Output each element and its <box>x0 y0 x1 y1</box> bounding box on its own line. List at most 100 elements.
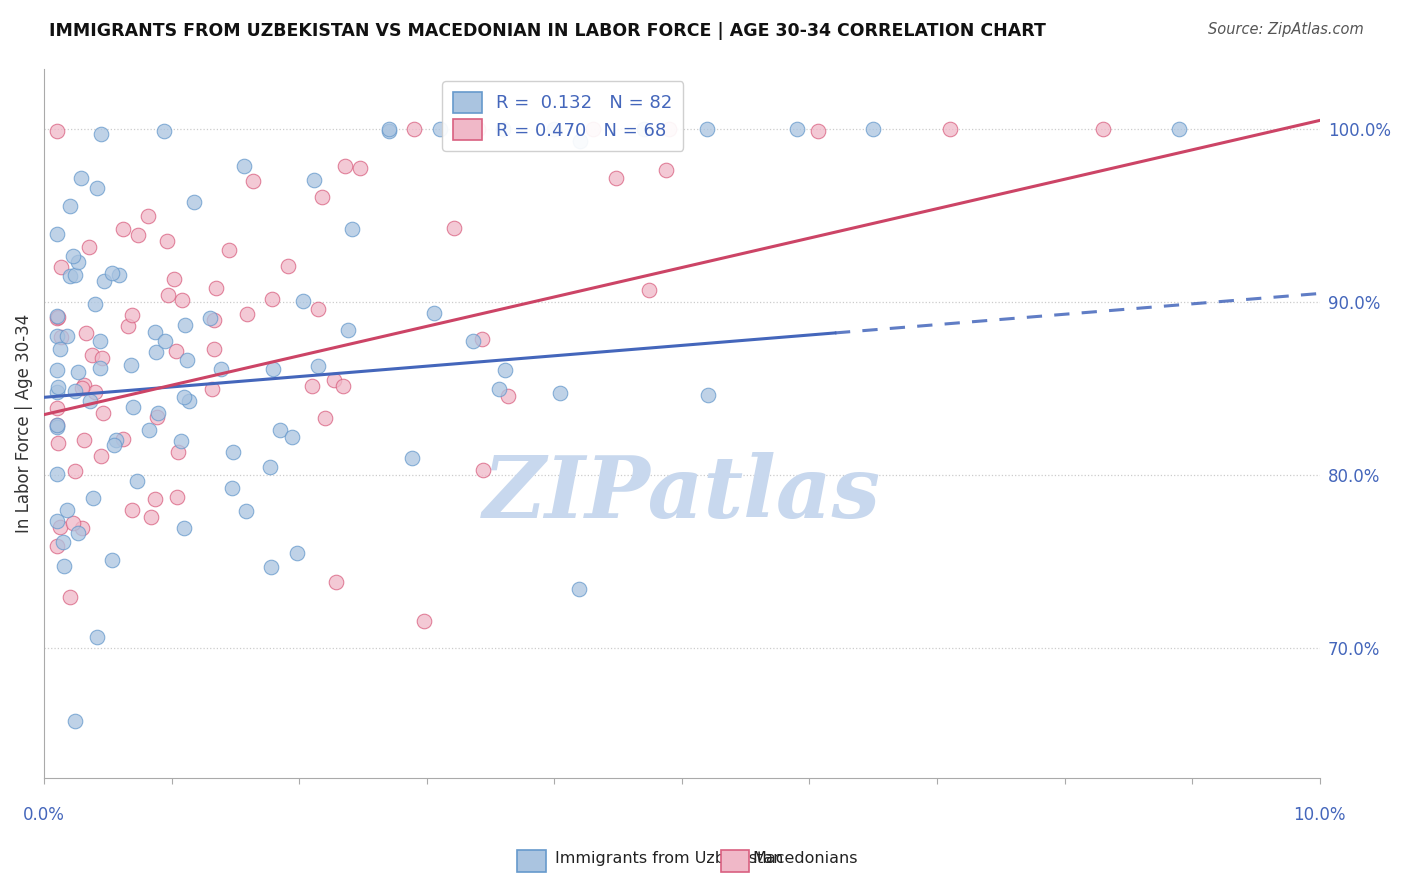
Point <box>156 235 179 249</box>
Point <box>285 546 308 560</box>
Point <box>167 445 190 459</box>
Point <box>173 318 195 333</box>
Point <box>45 363 67 377</box>
Point <box>138 423 160 437</box>
Point <box>49 330 72 344</box>
Point <box>72 434 94 448</box>
Point <box>401 450 423 465</box>
Point <box>1091 122 1114 136</box>
Point <box>218 243 240 257</box>
Point <box>45 401 67 415</box>
Point <box>67 255 90 269</box>
Point <box>46 436 69 450</box>
Point <box>66 365 89 379</box>
Point <box>90 449 112 463</box>
Point <box>56 503 79 517</box>
Point <box>423 306 446 320</box>
Point <box>45 417 67 432</box>
Point <box>463 334 485 348</box>
Point <box>86 631 108 645</box>
Point <box>45 309 67 323</box>
Point <box>862 122 884 136</box>
Point <box>332 379 354 393</box>
Point <box>155 334 177 348</box>
Point <box>79 394 101 409</box>
Point <box>90 351 112 365</box>
Point <box>46 380 69 394</box>
Point <box>443 220 465 235</box>
Point <box>311 190 333 204</box>
Point <box>492 122 515 136</box>
Point <box>269 423 291 437</box>
Point <box>127 474 149 488</box>
Point <box>307 359 329 374</box>
Point <box>82 491 104 505</box>
Point <box>176 352 198 367</box>
Point <box>59 591 82 605</box>
Point <box>349 161 371 176</box>
Y-axis label: In Labor Force | Age 30-34: In Labor Force | Age 30-34 <box>15 314 32 533</box>
Point <box>73 377 96 392</box>
Point <box>337 322 360 336</box>
Point <box>488 382 510 396</box>
Point <box>165 343 187 358</box>
Point <box>120 358 142 372</box>
Point <box>100 553 122 567</box>
Point <box>156 287 179 301</box>
Point <box>143 491 166 506</box>
Point <box>45 540 67 554</box>
Point <box>127 227 149 242</box>
Point <box>146 406 169 420</box>
Point <box>86 180 108 194</box>
Point <box>548 385 571 400</box>
Text: Source: ZipAtlas.com: Source: ZipAtlas.com <box>1208 22 1364 37</box>
Point <box>325 575 347 590</box>
Point <box>111 222 134 236</box>
Point <box>173 521 195 535</box>
Point <box>170 434 193 449</box>
Point <box>45 329 67 343</box>
Point <box>173 391 195 405</box>
Point <box>581 122 603 136</box>
Point <box>45 420 67 434</box>
Point <box>322 373 344 387</box>
Point <box>59 199 82 213</box>
Point <box>45 514 67 528</box>
Point <box>117 318 139 333</box>
Point <box>183 194 205 209</box>
Point <box>49 260 72 274</box>
Point <box>52 535 75 549</box>
Point <box>111 432 134 446</box>
Point <box>136 209 159 223</box>
Point <box>696 122 718 136</box>
Text: Immigrants from Uzbekistan: Immigrants from Uzbekistan <box>555 851 783 865</box>
Point <box>260 292 283 306</box>
Point <box>91 406 114 420</box>
Point <box>221 445 243 459</box>
Point <box>314 411 336 425</box>
Point <box>605 170 627 185</box>
Point <box>69 170 91 185</box>
Point <box>63 714 86 729</box>
Point <box>63 465 86 479</box>
Point <box>202 343 225 357</box>
Text: Macedonians: Macedonians <box>752 851 858 865</box>
Point <box>301 379 323 393</box>
Point <box>429 122 451 136</box>
Text: 0.0%: 0.0% <box>22 806 65 824</box>
Point <box>45 417 67 432</box>
Point <box>63 268 86 282</box>
Point <box>378 124 401 138</box>
Point <box>1168 122 1191 136</box>
Point <box>84 385 107 400</box>
Point <box>498 389 520 403</box>
Point <box>335 159 357 173</box>
Point <box>939 122 962 136</box>
Point <box>307 301 329 316</box>
Point <box>93 274 115 288</box>
Point <box>467 122 489 136</box>
Legend: R =  0.132   N = 82, R = 0.470   N = 68: R = 0.132 N = 82, R = 0.470 N = 68 <box>441 81 683 151</box>
Point <box>145 345 167 359</box>
Point <box>568 582 591 597</box>
Point <box>281 430 304 444</box>
